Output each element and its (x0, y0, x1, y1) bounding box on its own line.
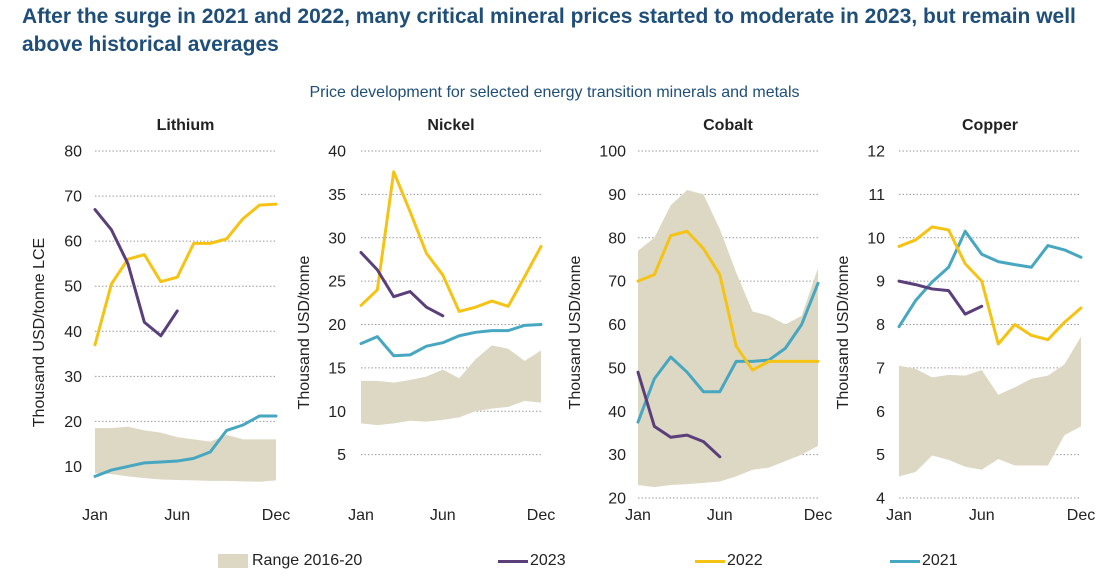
series-line-2022 (897, 225, 1083, 346)
series-line-2021 (359, 323, 543, 358)
x-tick-label: Dec (1067, 507, 1095, 524)
y-tick-label: 6 (876, 404, 885, 421)
chart-lithium: Lithium Thousand USD/tonne LCE 10 20 30 40 50 6… (31, 117, 290, 524)
y-tick-label: 40 (64, 324, 82, 341)
legend-label-2022: 2022 (727, 552, 763, 569)
range-band-2016-20 (361, 345, 541, 426)
series-line-2023 (93, 208, 179, 338)
y-tick-label: 30 (64, 369, 82, 386)
y-tick-label: 50 (608, 360, 626, 377)
y-tick-label: 30 (328, 230, 346, 247)
series-line-2023 (359, 250, 445, 318)
series-line-2023 (897, 279, 984, 316)
legend-item-2023: 2023 (498, 551, 566, 571)
x-tick-label: Jun (969, 507, 995, 524)
y-tick-label: 12 (867, 144, 885, 161)
x-tick-label: Jan (625, 507, 651, 524)
x-tick-label: Jan (82, 507, 108, 524)
series-line-2023 (636, 370, 722, 459)
legend-item-2021: 2021 (890, 551, 958, 571)
y-tick-label: 9 (876, 274, 885, 291)
y-tick-label: 50 (64, 279, 82, 296)
y-tick-label: 40 (608, 404, 626, 421)
y-axis-label: Thousand USD/tonne LCE (31, 238, 48, 427)
y-tick-label: 5 (337, 447, 346, 464)
chart-subtitle: Price development for selected energy tr… (309, 84, 800, 101)
chart-cobalt: Cobalt Thousand USD/tonne 20 30 40 50 60 70 80 90… (567, 117, 832, 524)
y-tick-label: 20 (64, 414, 82, 431)
x-tick-label: Jun (430, 507, 456, 524)
range-band-2016-20 (899, 336, 1081, 477)
chart-copper: Copper Thousand USD/tonne 4 5 6 7 8 9 10 11 12 Jan J… (835, 117, 1095, 524)
series-line-2021 (636, 281, 820, 424)
x-tick-label: Jan (886, 507, 912, 524)
legend-item-2022: 2022 (695, 551, 763, 571)
page-title: After the surge in 2021 and 2022, many c… (22, 5, 1076, 56)
legend: Range 2016-20 2023 2022 2021 (0, 548, 1109, 574)
legend-label-2021: 2021 (922, 552, 958, 569)
x-tick-label: Dec (804, 507, 832, 524)
y-tick-label: 40 (328, 144, 346, 161)
legend-item-range: Range 2016-20 (218, 551, 362, 571)
series-line-2021 (93, 414, 278, 478)
x-tick-label: Jan (348, 507, 374, 524)
x-tick-label: Jun (164, 507, 190, 524)
x-tick-label: Dec (262, 507, 290, 524)
y-tick-label: 5 (876, 447, 885, 464)
y-axis-label: Thousand USD/tonne (296, 255, 313, 409)
chart-title: Cobalt (703, 117, 753, 134)
y-tick-label: 4 (876, 491, 885, 508)
y-axis-label: Thousand USD/tonne (835, 255, 852, 409)
y-tick-label: 10 (328, 404, 346, 421)
legend-label-2023: 2023 (530, 552, 566, 569)
y-tick-label: 80 (608, 230, 626, 247)
y-tick-label: 15 (328, 360, 346, 377)
y-tick-label: 8 (876, 317, 885, 334)
legend-swatch-2022 (695, 559, 725, 563)
series-line-2022 (636, 229, 820, 372)
legend-swatch-2023 (498, 559, 528, 563)
legend-swatch-range (218, 554, 248, 568)
y-tick-label: 70 (64, 189, 82, 206)
y-tick-label: 20 (328, 317, 346, 334)
y-tick-label: 35 (328, 187, 346, 204)
range-band-2016-20 (95, 426, 276, 482)
y-tick-label: 25 (328, 274, 346, 291)
legend-swatch-2021 (890, 559, 920, 563)
y-tick-label: 60 (64, 234, 82, 251)
range-band-2016-20 (638, 190, 818, 488)
series-line-2022 (359, 170, 543, 313)
y-tick-label: 60 (608, 317, 626, 334)
x-tick-label: Jun (707, 507, 733, 524)
chart-title: Nickel (427, 117, 474, 134)
y-tick-label: 100 (599, 144, 626, 161)
legend-label-range: Range 2016-20 (252, 552, 363, 569)
series-line-2021 (897, 229, 1083, 329)
y-tick-label: 10 (867, 230, 885, 247)
y-tick-label: 30 (608, 447, 626, 464)
y-tick-label: 90 (608, 187, 626, 204)
chart-title: Copper (962, 117, 1018, 134)
y-tick-label: 10 (64, 459, 82, 476)
series-line-2022 (93, 202, 278, 347)
y-tick-label: 11 (868, 187, 885, 204)
y-tick-label: 20 (608, 491, 626, 508)
y-tick-label: 7 (876, 360, 885, 377)
chart-title: Lithium (157, 117, 215, 134)
y-tick-label: 80 (64, 144, 82, 161)
y-tick-label: 70 (608, 274, 626, 291)
x-tick-label: Dec (527, 507, 555, 524)
chart-nickel: Nickel Thousand USD/tonne 5 10 15 20 25 30 35 40 J… (296, 117, 555, 524)
y-axis-label: Thousand USD/tonne (567, 255, 584, 409)
